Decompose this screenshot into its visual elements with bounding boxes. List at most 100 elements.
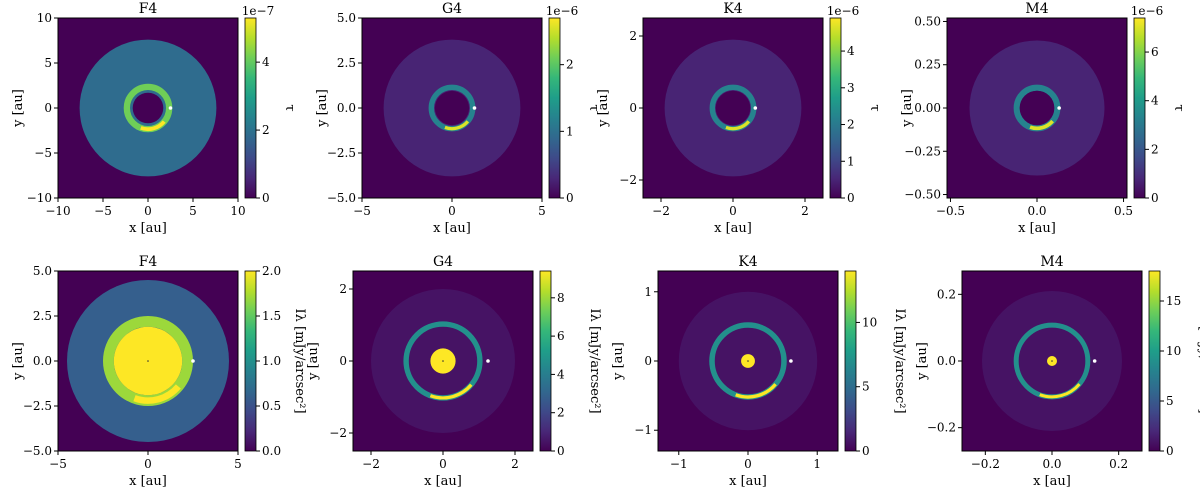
y-tick-label: 10 [37,11,52,25]
y-tick-label: −1 [634,423,652,437]
colorbar-label: τ [586,104,601,111]
x-tick-label: −5 [94,204,112,218]
y-tick-label: −0.25 [904,144,941,158]
panel-title: M4 [1040,254,1063,270]
y-axis-label: y [au] [596,89,611,128]
panel-title: F4 [139,1,158,17]
x-tick-label: −0.2 [971,457,1000,471]
panel-title: G4 [442,1,462,17]
ring-crescent [735,383,777,399]
colorbar [844,270,857,452]
colorbar [829,17,842,199]
x-tick-label: 0 [744,457,752,471]
x-tick-label: −5 [353,204,371,218]
y-tick-label: −2.5 [23,399,52,413]
ring-crescent [1039,383,1081,399]
x-tick-label: 0 [144,204,152,218]
colorbar-tick-label: 3 [847,81,855,95]
panel-2: G4 −5 0 5 −5.0 −2.5 0.0 2.5 5.0 x [au] y [au] 0 1 2 1e… [315,1,601,236]
y-axis-label: y [au] [611,342,626,381]
panel-title: G4 [433,254,453,270]
y-tick-label: 0.0 [337,101,356,115]
x-tick-label: 0.2 [1109,457,1128,471]
colorbar-tick-label: 0 [847,191,855,205]
colorbar-tick-label: 1 [566,124,574,138]
ring-crescent [444,120,470,131]
y-tick-label: 0.0 [33,354,52,368]
ring-crescent [1029,119,1054,131]
colorbar-tick-label: 2 [566,58,574,72]
colorbar-tick-label: 5 [1166,394,1174,408]
colorbar-label: τ [1171,104,1186,111]
y-axis-label: y [au] [11,342,26,381]
panel-4: M4 −0.5 0.0 0.5 −0.50 −0.25 0.00 0.25 0.50 x [au]… [900,1,1186,236]
panel-title: F4 [139,254,158,270]
ring-crescent [140,120,166,132]
colorbar-label: Iλ [mJy/arcsec²] [1196,308,1200,413]
colorbar-scale: 1e−7 [242,4,274,18]
colorbar-tick-label: 1.5 [262,309,281,323]
ring-crescent [133,384,181,404]
colorbar [1148,270,1161,452]
y-tick-label: 0 [644,354,652,368]
x-axis-label: x [au] [424,474,462,489]
colorbar-tick-label: 4 [1151,94,1159,108]
colorbar-label: Iλ [mJy/arcsec²] [292,308,307,413]
planet-marker [472,106,477,110]
x-tick-label: −5 [49,457,67,471]
x-tick-label: 10 [230,204,245,218]
panel-title: K4 [738,254,757,270]
panel-title: M4 [1025,1,1048,17]
heatmap-image [658,271,838,451]
x-tick-label: −10 [45,204,70,218]
colorbar-label: Iλ [mJy/arcsec²] [892,308,907,413]
heatmap-image [947,18,1127,198]
colorbar-tick-label: 0 [557,444,565,458]
y-tick-label: −5.0 [327,191,356,205]
colorbar-tick-label: 1 [847,154,855,168]
star-marker [147,360,149,362]
colorbar-scale: 1e−6 [827,4,859,18]
colorbar-tick-label: 2.0 [262,264,281,278]
colorbar-tick-label: 6 [1151,45,1159,59]
heatmap-image [353,271,533,451]
planet-marker [168,106,173,110]
colorbar-tick-label: 2 [847,118,855,132]
y-tick-label: −2 [329,426,347,440]
colorbar [244,270,257,452]
colorbar-tick-label: 0 [862,444,870,458]
y-tick-label: 0.2 [937,287,956,301]
x-tick-label: −2 [362,457,380,471]
x-tick-label: 0.5 [1114,204,1133,218]
x-tick-label: 0 [144,457,152,471]
colorbar [1133,17,1146,199]
colorbar-tick-label: 4 [557,367,565,381]
x-tick-label: −2 [652,204,670,218]
colorbar-tick-label: 2 [1151,142,1159,156]
colorbar-tick-label: 5 [862,380,870,394]
colorbar-tick-label: 10 [1166,344,1181,358]
heatmap-image [962,271,1142,451]
x-tick-label: 1 [813,457,821,471]
y-tick-label: −5 [34,146,52,160]
x-axis-label: x [au] [1018,221,1056,236]
y-tick-label: 5 [44,56,52,70]
colorbar-tick-label: 0.5 [262,399,281,413]
colorbar-label: τ [282,104,297,111]
y-axis-label: y [au] [11,89,26,128]
y-tick-label: 5.0 [33,264,52,278]
y-tick-label: 0.0 [937,354,956,368]
y-tick-label: 0.25 [914,58,941,72]
x-tick-label: 0 [729,204,737,218]
colorbar-tick-label: 6 [557,329,565,343]
inner-cavity [1019,90,1055,126]
y-tick-label: 2.5 [337,56,356,70]
colorbar-tick-label: 1.0 [262,354,281,368]
colorbar-label: τ [867,104,882,111]
colorbar-tick-label: 0 [566,191,574,205]
x-tick-label: −1 [670,457,688,471]
colorbar-tick-label: 0 [1151,191,1159,205]
heatmap-image [362,18,542,198]
colorbar-tick-label: 4 [262,55,270,69]
y-tick-label: 0 [339,354,347,368]
